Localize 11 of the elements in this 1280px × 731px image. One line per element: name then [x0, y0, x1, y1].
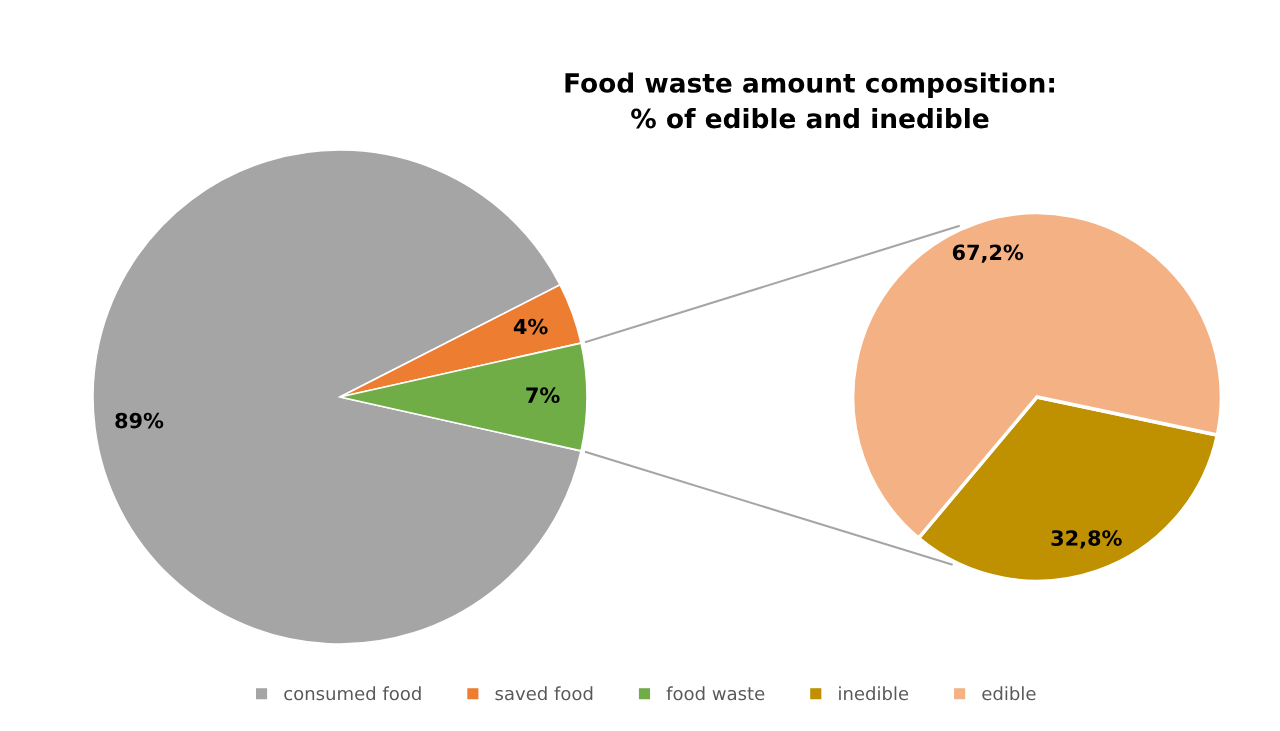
legend-label: inedible [839, 686, 909, 701]
data-label: 89% [115, 412, 164, 429]
data-label: 67,2% [952, 244, 1024, 263]
legend-label: saved food [495, 686, 593, 701]
chart-title: Food waste amount composition: % of edible and inedible [565, 72, 1054, 129]
data-label: 32,8% [1051, 530, 1122, 549]
legend-label: food waste [666, 686, 765, 701]
legend-label: consumed food [284, 686, 421, 701]
data-label: 7% [526, 387, 560, 404]
data-label: 4% [513, 318, 548, 335]
legend-label: edible [982, 686, 1036, 701]
